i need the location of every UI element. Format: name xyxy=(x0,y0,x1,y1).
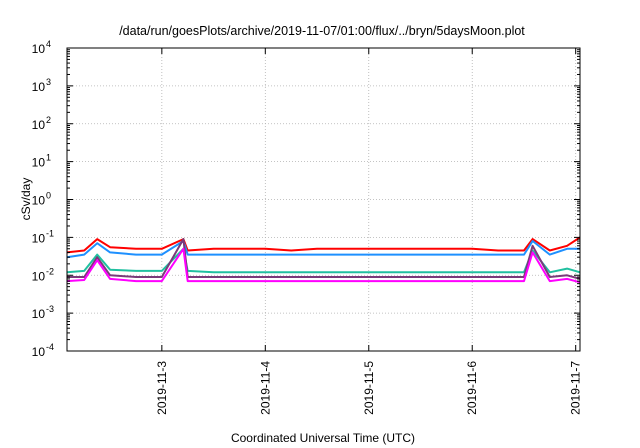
x-tick-label: 2019-11-5 xyxy=(362,361,376,415)
y-tick-exponent: 2 xyxy=(46,115,51,125)
y-tick-label: 10 xyxy=(32,118,46,132)
x-tick-label: 2019-11-7 xyxy=(569,361,583,415)
y-tick-exponent: -1 xyxy=(46,228,54,238)
x-tick-label: 2019-11-4 xyxy=(258,361,272,415)
grid-lines xyxy=(67,48,580,351)
series-line-4 xyxy=(67,238,581,280)
series-line-3 xyxy=(66,247,581,274)
x-tick-label: 2019-11-3 xyxy=(155,361,169,415)
y-tick-exponent: -3 xyxy=(46,304,54,314)
series-line-5 xyxy=(66,247,581,284)
y-tick-exponent: 1 xyxy=(46,153,51,163)
y-tick-exponent: -2 xyxy=(46,266,54,276)
y-tick-label: 10 xyxy=(32,42,46,56)
y-tick-exponent: -4 xyxy=(46,342,54,352)
series-line-1 xyxy=(66,236,581,254)
series-lines xyxy=(66,236,581,284)
x-axis-ticks: 2019-11-3 2019-11-4 2019-11-5 2019-11-6 2019… xyxy=(155,48,583,415)
x-axis-label: Coordinated Universal Time (UTC) xyxy=(231,431,415,445)
y-tick-label: 10 xyxy=(32,231,46,245)
y-tick-label: 10 xyxy=(32,345,46,359)
y-tick-label: 10 xyxy=(32,307,46,321)
y-tick-exponent: 0 xyxy=(46,191,51,201)
y-tick-exponent: 3 xyxy=(46,77,51,87)
y-tick-label: 10 xyxy=(32,194,46,208)
y-tick-exponent: 4 xyxy=(46,39,51,49)
y-tick-label: 10 xyxy=(32,269,46,283)
series-line-2 xyxy=(66,240,580,259)
chart-title: /data/run/goesPlots/archive/2019-11-07/0… xyxy=(119,24,525,38)
x-tick-label: 2019-11-6 xyxy=(465,361,479,415)
y-tick-label: 10 xyxy=(32,156,46,170)
y-tick-label: 10 xyxy=(32,80,46,94)
y-axis-label: cSv/day xyxy=(19,178,33,221)
